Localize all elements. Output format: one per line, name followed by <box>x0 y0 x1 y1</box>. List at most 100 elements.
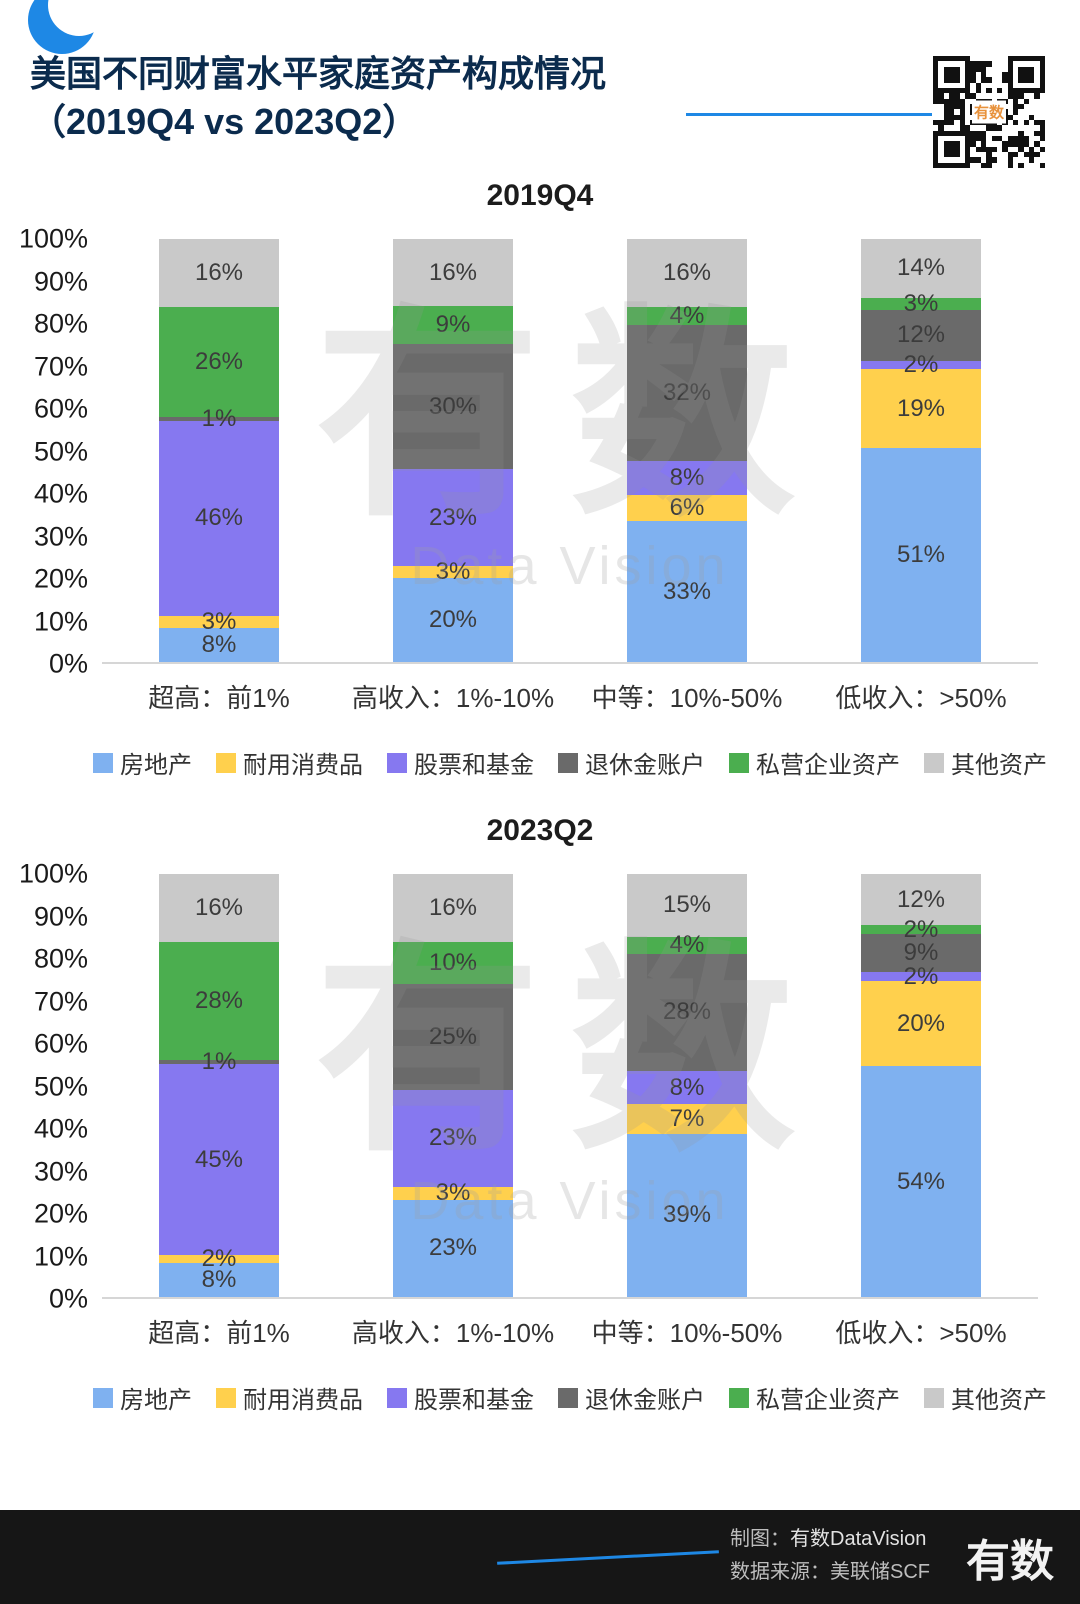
bar-segment: 25% <box>393 984 513 1090</box>
y-tick-label: 100% <box>18 858 88 889</box>
legend-item: 房地产 <box>93 745 192 780</box>
stacked-bar: 8% 3% 46% 1% 26% 16% <box>159 239 279 663</box>
chart-body: 0% 10% 20% 30% 40% 50% 60% 70% 80% 90% 100% 有数 Dat… <box>0 859 1080 1314</box>
page-title-line1: 美国不同财富水平家庭资产构成情况 <box>30 53 607 94</box>
segment-value-label: 16% <box>194 258 244 286</box>
legend-label: 退休金账户 <box>585 1387 705 1415</box>
bar-segment: 14% <box>861 239 981 298</box>
segment-value-label: 16% <box>194 893 244 921</box>
legend-item: 私营企业资产 <box>729 745 900 780</box>
y-tick-label: 90% <box>33 266 88 297</box>
bar-segment: 51% <box>861 448 981 663</box>
bar-segment: 23% <box>393 1089 513 1188</box>
segment-value-label: 8% <box>201 1266 237 1294</box>
segment-value-label: 46% <box>194 504 244 532</box>
chart-body: 0% 10% 20% 30% 40% 50% 60% 70% 80% 90% 100% 有数 Dat… <box>0 224 1080 679</box>
bar-segment: 19% <box>861 368 981 449</box>
bar-segment: 12% <box>861 310 981 361</box>
legend-swatch <box>558 752 578 773</box>
category-label: 中等：10%-50% <box>591 683 783 714</box>
page-title-line2: （2019Q4 vs 2023Q2） <box>30 100 419 142</box>
y-tick-label: 20% <box>33 563 88 594</box>
segment-value-label: 10% <box>428 948 478 976</box>
y-tick-label: 30% <box>33 1156 88 1187</box>
footer: 制图：有数DataVision 数据来源：美联储SCF 有数 <box>0 1510 1080 1604</box>
segment-value-label: 25% <box>428 1022 478 1050</box>
category-label: 低收入：>50% <box>835 1318 1007 1349</box>
bar-slot: 8% 2% 45% 1% 28% 16% <box>102 874 336 1298</box>
segment-value-label: 54% <box>896 1167 946 1195</box>
y-tick-label: 50% <box>33 1071 88 1102</box>
bar-segment: 8% <box>627 1070 747 1105</box>
bar-slot: 54% 20% 2% 9% 2% 12% <box>804 874 1038 1298</box>
y-tick-label: 70% <box>33 351 88 382</box>
y-axis: 0% 10% 20% 30% 40% 50% 60% 70% 80% 90% 100% <box>0 224 102 679</box>
bar-segment: 16% <box>159 874 279 942</box>
legend-item: 股票和基金 <box>387 1380 534 1415</box>
bar-segment: 4% <box>627 302 747 329</box>
title-underline <box>686 113 932 116</box>
category-label: 超高：前1% <box>148 1318 290 1349</box>
segment-value-label: 30% <box>428 392 478 420</box>
bar-segment: 2% <box>861 916 981 943</box>
segment-value-label: 2% <box>903 350 939 378</box>
segment-value-label: 12% <box>896 885 946 913</box>
y-tick-label: 30% <box>33 521 88 552</box>
bar-segment: 32% <box>627 324 747 462</box>
y-tick-label: 10% <box>33 606 88 637</box>
bar-segment: 28% <box>159 941 279 1061</box>
legend: 房地产 耐用消费品 股票和基金 退休金账户 私营企业资产 其他资产 <box>0 745 1080 780</box>
bar-segment: 3% <box>393 558 513 585</box>
legend-item: 其他资产 <box>924 745 1047 780</box>
bar-segment: 8% <box>159 628 279 663</box>
y-tick-label: 40% <box>33 1113 88 1144</box>
legend-item: 股票和基金 <box>387 745 534 780</box>
bar-slot: 23% 3% 23% 25% 10% 16% <box>336 874 570 1298</box>
bar-segment: 3% <box>393 1179 513 1206</box>
segment-value-label: 2% <box>903 915 939 943</box>
segment-value-label: 39% <box>662 1201 712 1229</box>
bar-segment: 20% <box>861 980 981 1067</box>
bar-segment: 33% <box>627 521 747 663</box>
chart-title: 2023Q2 <box>486 814 594 848</box>
bar-segment: 10% <box>393 941 513 985</box>
segment-value-label: 33% <box>662 577 712 605</box>
legend-item: 退休金账户 <box>558 1380 705 1415</box>
segment-value-label: 32% <box>662 378 712 406</box>
segment-value-label: 7% <box>669 1105 705 1133</box>
bar-segment: 39% <box>627 1133 747 1298</box>
category-label: 低收入：>50% <box>835 683 1007 714</box>
bar-segment: 16% <box>393 239 513 307</box>
segment-value-label: 16% <box>428 893 478 921</box>
legend-swatch <box>216 752 236 773</box>
y-axis: 0% 10% 20% 30% 40% 50% 60% 70% 80% 90% 100% <box>0 859 102 1314</box>
y-tick-label: 70% <box>33 986 88 1017</box>
bar-segment: 30% <box>393 343 513 470</box>
bar-segment: 16% <box>627 239 747 308</box>
segment-value-label: 3% <box>435 558 471 585</box>
footer-credit-brand: 有数DataVision <box>790 1528 927 1550</box>
bar-segment: 1% <box>159 1048 279 1075</box>
segment-value-label: 2% <box>201 1244 237 1272</box>
segment-value-label: 28% <box>194 986 244 1014</box>
bar-segment: 1% <box>159 405 279 432</box>
x-axis: 超高：前1% 高收入：1%-10% 中等：10%-50% 低收入：>50% <box>102 678 1038 715</box>
stacked-bar: 20% 3% 23% 30% 9% 16% <box>393 239 513 663</box>
segment-value-label: 51% <box>896 541 946 569</box>
legend-swatch <box>729 1387 749 1408</box>
category-label: 高收入：1%-10% <box>351 1318 555 1349</box>
segment-value-label: 1% <box>201 1048 237 1076</box>
legend-label: 股票和基金 <box>414 752 534 780</box>
bar-segment: 45% <box>159 1064 279 1255</box>
category-label: 超高：前1% <box>148 683 290 714</box>
segment-value-label: 3% <box>201 607 237 635</box>
bar-slot: 20% 3% 23% 30% 9% 16% <box>336 239 570 663</box>
chart-title: 2019Q4 <box>486 179 594 213</box>
segment-value-label: 45% <box>194 1145 244 1173</box>
bar-segment: 6% <box>627 494 747 521</box>
category-label: 中等：10%-50% <box>591 1318 783 1349</box>
bar-segment: 26% <box>159 306 279 417</box>
bar-segment: 2% <box>861 351 981 378</box>
segment-value-label: 28% <box>662 998 712 1026</box>
